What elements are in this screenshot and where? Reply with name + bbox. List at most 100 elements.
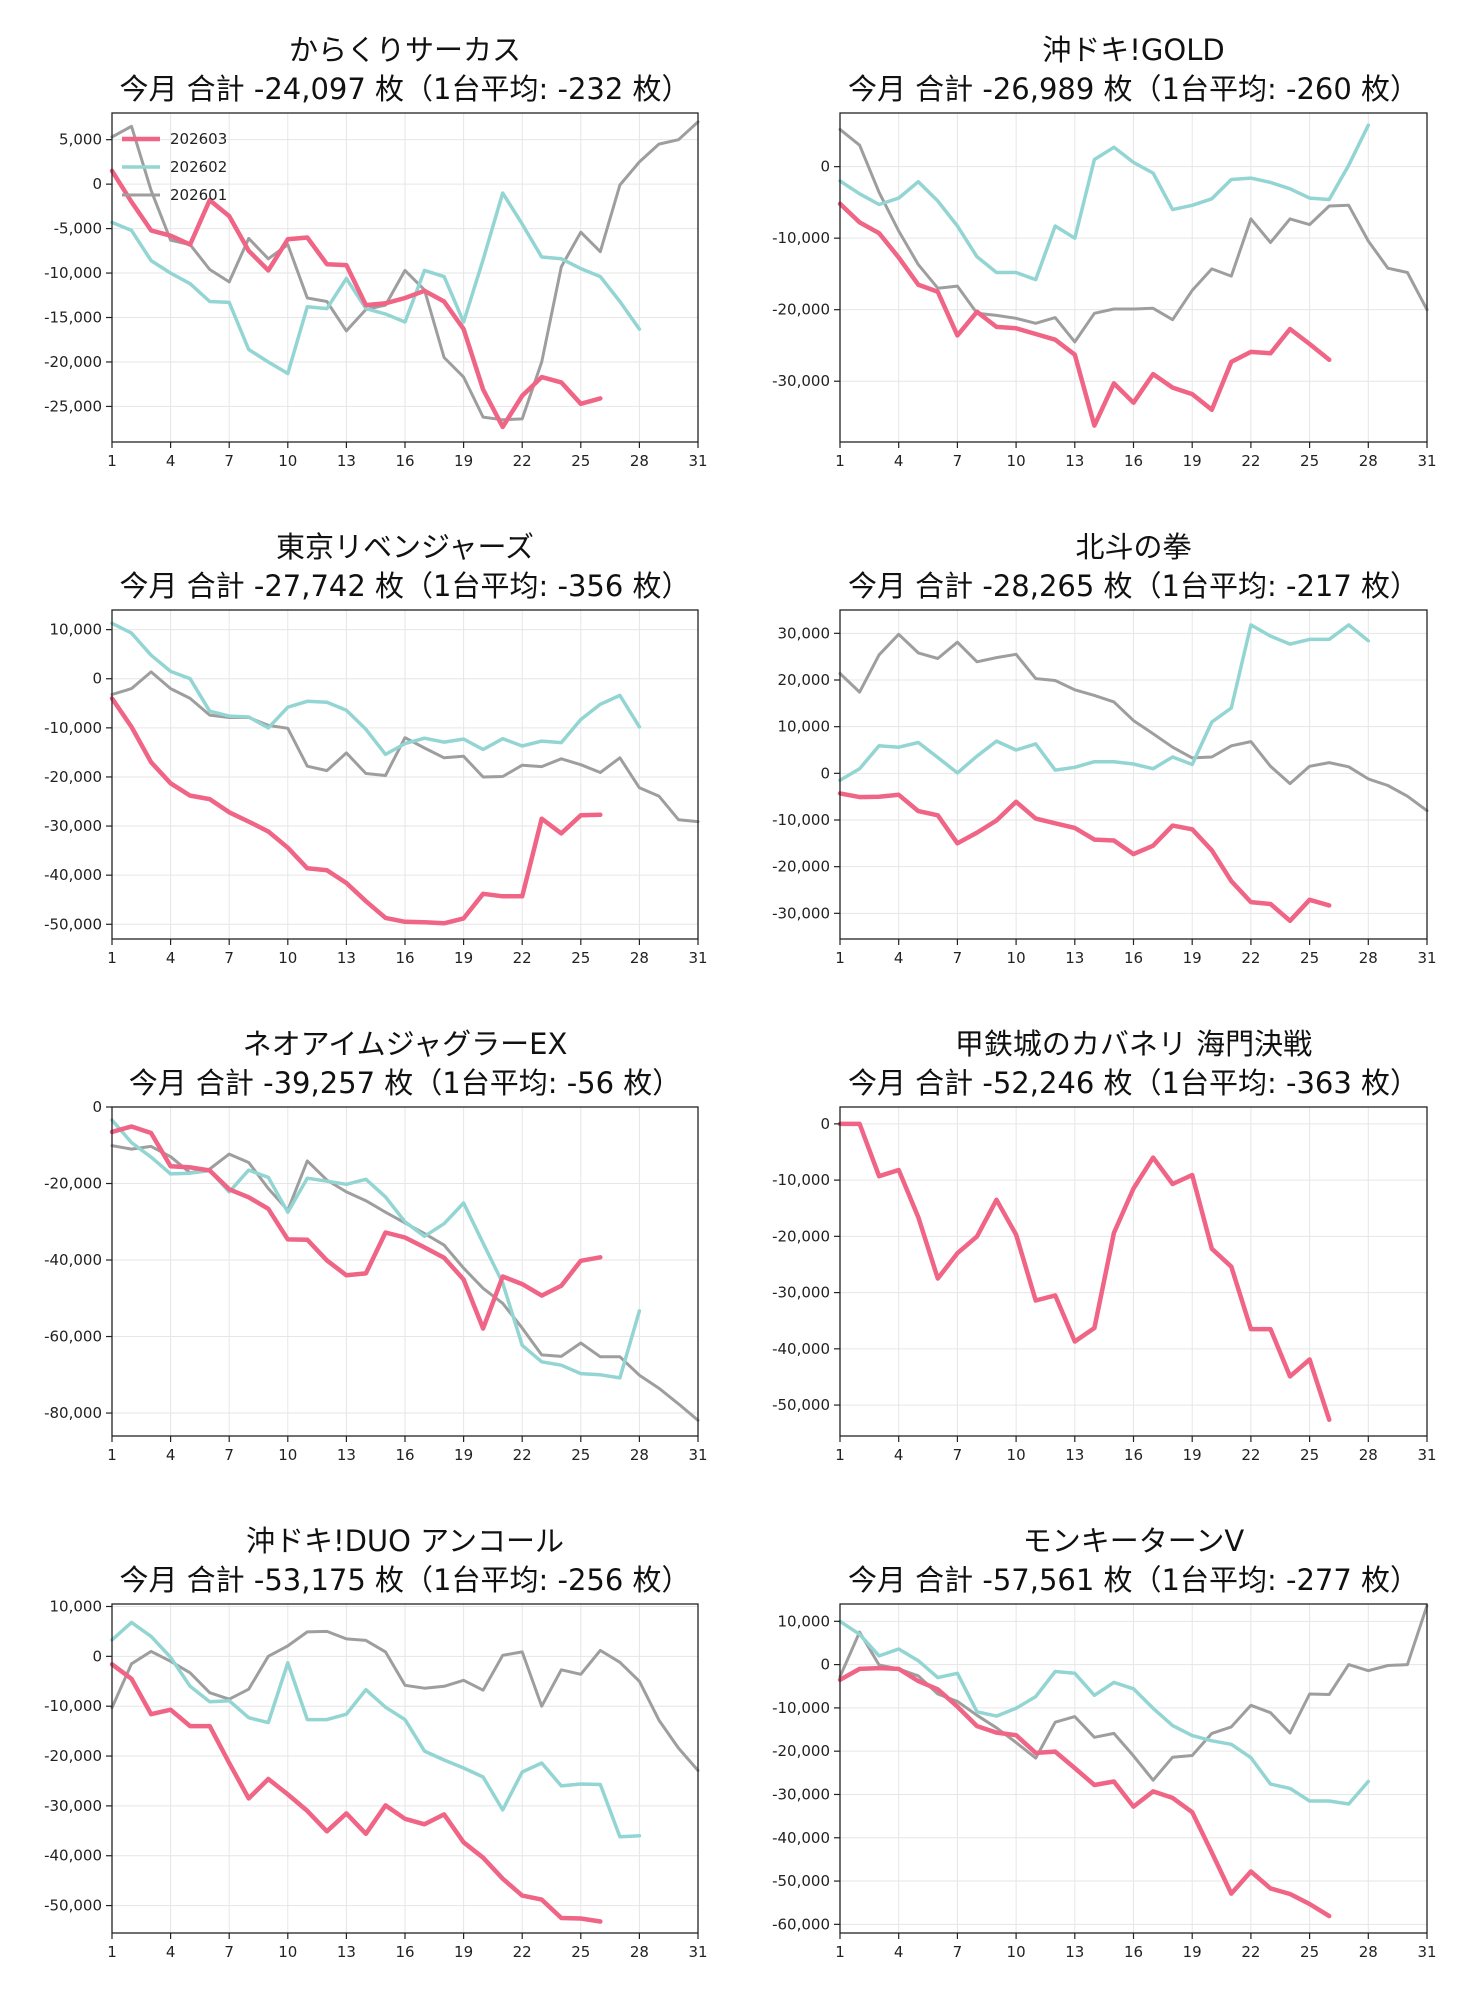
chart-title: ネオアイムジャグラーEX: [243, 1027, 568, 1061]
y-tick-label: 0: [92, 1098, 102, 1116]
x-tick-label: 7: [953, 949, 963, 967]
x-tick-label: 16: [395, 1446, 414, 1464]
x-tick-label: 1: [835, 1446, 845, 1464]
x-tick-label: 4: [166, 949, 176, 967]
y-tick-label: -80,000: [44, 1404, 102, 1422]
legend: 202603 202602 202601: [122, 130, 227, 204]
y-tick-label: -50,000: [44, 1897, 102, 1915]
y-tick-label: -50,000: [772, 1396, 830, 1414]
series-line-202603: [109, 1124, 603, 1331]
series-line-202601: [110, 670, 700, 824]
x-tick-label: 4: [166, 1943, 176, 1961]
x-tick-label: 16: [1124, 452, 1143, 470]
y-tick-label: 0: [820, 1656, 830, 1674]
x-tick-label: 16: [395, 1943, 414, 1961]
y-tick-label: -20,000: [772, 858, 830, 876]
series-line-202601: [110, 1629, 700, 1772]
y-tick-label: -20,000: [44, 1175, 102, 1193]
legend-label-202601: 202601: [170, 186, 227, 204]
x-tick-label: 31: [1417, 949, 1436, 967]
y-tick-label: -30,000: [44, 817, 102, 835]
legend-label-202603: 202603: [170, 130, 227, 148]
y-tick-label: 0: [820, 1115, 830, 1133]
x-tick-label: 31: [1417, 452, 1436, 470]
chart-title: 沖ドキ!DUO アンコール: [246, 1524, 564, 1558]
x-tick-label: 31: [688, 949, 707, 967]
y-tick-label: 10,000: [778, 718, 831, 736]
x-tick-label: 28: [1359, 949, 1378, 967]
series-line-202601: [838, 127, 1429, 344]
x-tick-label: 28: [630, 452, 649, 470]
y-tick-label: 10,000: [778, 1612, 831, 1630]
series-line-202603: [837, 1665, 1332, 1919]
y-tick-label: 0: [820, 764, 830, 782]
x-tick-label: 28: [630, 1943, 649, 1961]
x-tick-label: 10: [1007, 452, 1026, 470]
x-tick-label: 10: [1007, 1446, 1026, 1464]
series-line-202601: [838, 1604, 1429, 1782]
x-tick-label: 19: [1183, 452, 1202, 470]
series-line-202602: [110, 1620, 642, 1839]
series-line-202602: [838, 623, 1371, 783]
series-line-202603: [109, 1662, 603, 1924]
series-line-202603: [837, 791, 1332, 924]
x-tick-label: 28: [630, 949, 649, 967]
series-line-202603: [109, 696, 603, 926]
y-tick-label: -20,000: [772, 1742, 830, 1760]
y-tick-label: -40,000: [772, 1829, 830, 1847]
x-tick-label: 22: [1241, 949, 1260, 967]
x-tick-label: 25: [1300, 949, 1319, 967]
x-tick-label: 16: [395, 452, 414, 470]
x-tick-label: 22: [1241, 452, 1260, 470]
y-tick-label: 5,000: [59, 131, 102, 149]
chart-title: モンキーターンV: [1023, 1524, 1245, 1558]
x-tick-label: 31: [1417, 1943, 1436, 1961]
chart-panel: 沖ドキ!GOLD 今月 合計 -26,989 枚（1台平均: -260 枚） 1 4 7…: [772, 33, 1436, 470]
x-tick-label: 19: [454, 1446, 473, 1464]
x-tick-label: 10: [278, 1943, 297, 1961]
x-tick-label: 7: [224, 1446, 234, 1464]
x-tick-label: 19: [1183, 949, 1202, 967]
chart-subtitle: 今月 合計 -26,989 枚（1台平均: -260 枚）: [848, 72, 1419, 106]
x-tick-label: 28: [630, 1446, 649, 1464]
x-tick-label: 25: [1300, 452, 1319, 470]
y-tick-label: -60,000: [44, 1328, 102, 1346]
y-tick-label: 20,000: [778, 671, 831, 689]
y-tick-label: -30,000: [772, 1284, 830, 1302]
y-tick-label: -20,000: [44, 1747, 102, 1765]
y-tick-label: 0: [92, 175, 102, 193]
y-tick-label: -40,000: [44, 866, 102, 884]
x-tick-label: 31: [1417, 1446, 1436, 1464]
y-tick-label: -10,000: [44, 1697, 102, 1715]
y-tick-label: -20,000: [772, 1227, 830, 1245]
x-tick-label: 19: [454, 452, 473, 470]
x-tick-label: 22: [513, 949, 532, 967]
chart-subtitle: 今月 合計 -24,097 枚（1台平均: -232 枚）: [119, 72, 690, 106]
x-tick-label: 28: [1359, 1943, 1378, 1961]
y-tick-label: -20,000: [772, 301, 830, 319]
y-tick-label: -20,000: [44, 353, 102, 371]
y-tick-label: -15,000: [44, 309, 102, 327]
x-tick-label: 13: [1065, 949, 1084, 967]
y-tick-label: 0: [820, 158, 830, 176]
x-tick-label: 31: [688, 1446, 707, 1464]
y-tick-label: 10,000: [50, 621, 103, 639]
series-line-202602: [838, 1619, 1371, 1806]
x-tick-label: 1: [107, 452, 117, 470]
x-tick-label: 25: [571, 452, 590, 470]
y-tick-label: 10,000: [50, 1597, 103, 1615]
x-tick-label: 10: [1007, 1943, 1026, 1961]
x-tick-label: 19: [454, 1943, 473, 1961]
x-tick-label: 22: [1241, 1446, 1260, 1464]
x-tick-label: 22: [513, 1943, 532, 1961]
x-tick-label: 25: [571, 1446, 590, 1464]
y-tick-label: 0: [92, 670, 102, 688]
y-tick-label: -10,000: [772, 229, 830, 247]
x-tick-label: 19: [454, 949, 473, 967]
chart-subtitle: 今月 合計 -57,561 枚（1台平均: -277 枚）: [848, 1563, 1419, 1597]
y-tick-label: -25,000: [44, 397, 102, 415]
y-tick-label: -10,000: [44, 719, 102, 737]
